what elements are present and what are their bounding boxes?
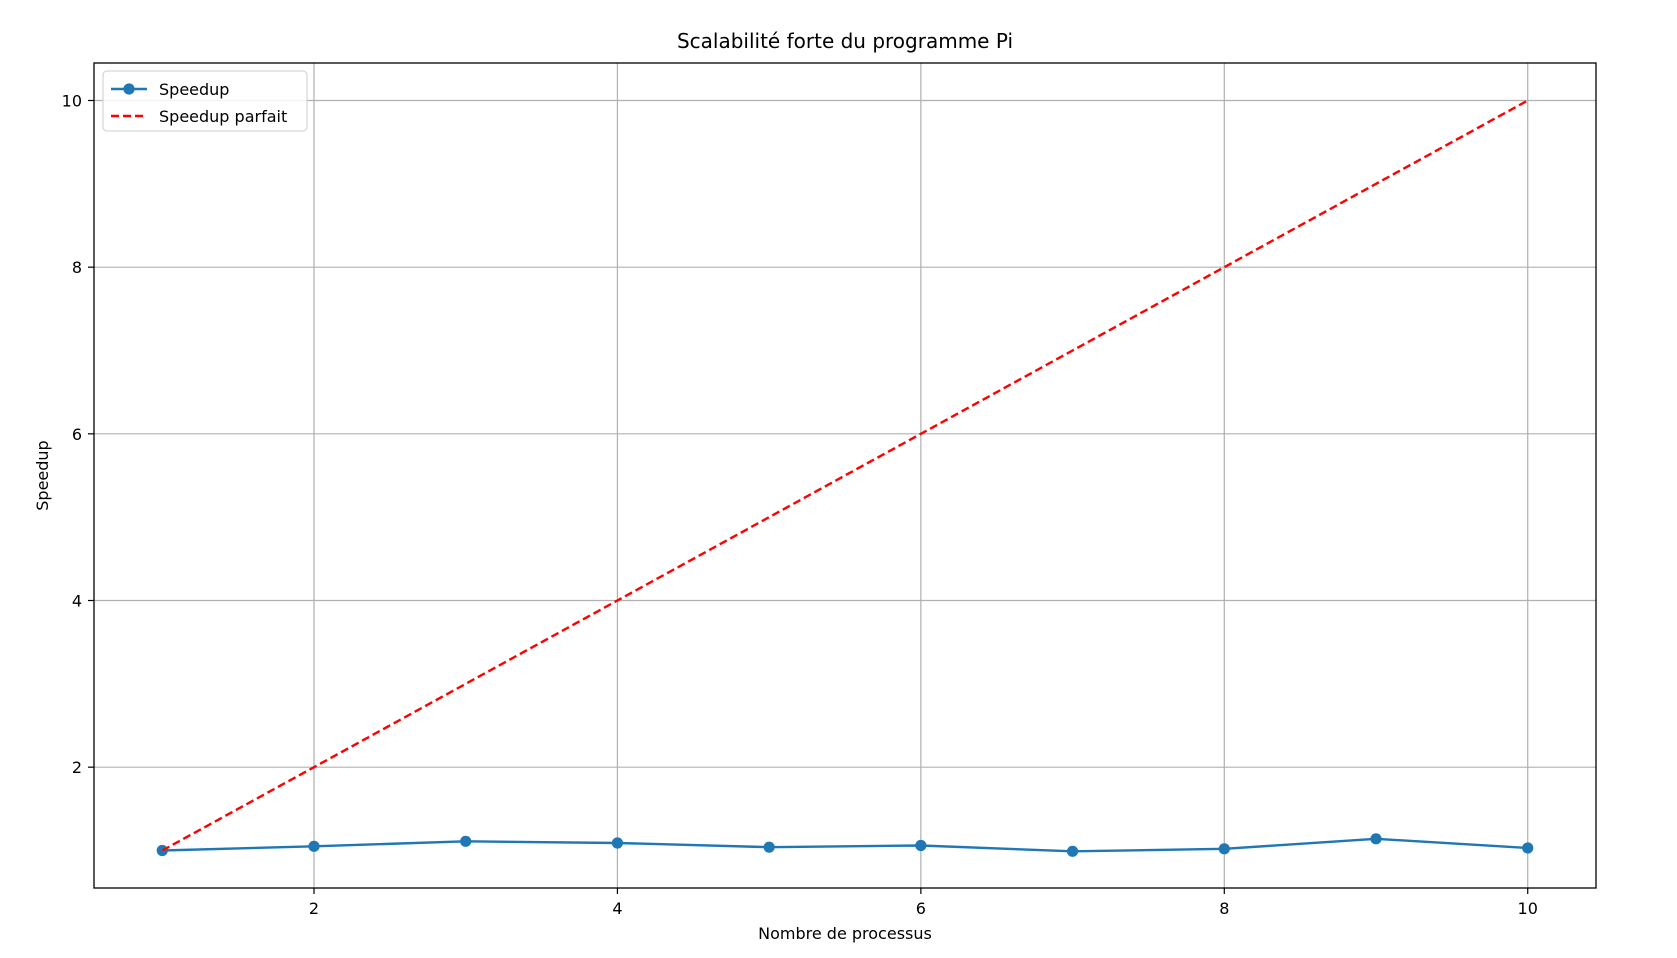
x-tick-label: 8 <box>1219 899 1229 918</box>
x-tick-label: 10 <box>1518 899 1538 918</box>
series-layer <box>156 99 1534 857</box>
x-axis-title: Nombre de processus <box>758 924 932 943</box>
chart-title: Scalabilité forte du programme Pi <box>677 29 1013 53</box>
data-point <box>1218 843 1230 855</box>
legend-label: Speedup parfait <box>159 107 287 126</box>
y-tick-label: 4 <box>72 592 82 611</box>
x-tick-label: 4 <box>612 899 622 918</box>
y-tick-label: 10 <box>62 92 82 111</box>
plot-frame <box>93 62 1597 889</box>
data-point <box>915 839 927 852</box>
series-line-0 <box>162 837 1528 853</box>
axis-ticks: 2 4 6 8 10 2 4 6 8 10 <box>62 92 1538 919</box>
data-point <box>1370 833 1382 845</box>
y-tick-label: 6 <box>72 425 82 444</box>
series-line-1 <box>161 99 1529 852</box>
x-tick-label: 2 <box>309 899 319 918</box>
data-point <box>308 840 320 852</box>
legend-swatch-marker <box>123 83 135 95</box>
legend-label: Speedup <box>159 80 229 99</box>
y-axis-title: Speedup <box>33 440 52 510</box>
y-tick-label: 8 <box>72 258 82 277</box>
legend: Speedup Speedup parfait <box>102 70 308 132</box>
data-point <box>763 841 775 853</box>
grid-lines <box>94 63 1596 888</box>
y-tick-label: 2 <box>72 758 82 777</box>
data-point <box>460 835 472 847</box>
x-tick-label: 6 <box>916 899 926 918</box>
legend-box <box>102 70 308 132</box>
data-point <box>1066 845 1079 857</box>
data-point <box>1522 842 1534 854</box>
data-point <box>611 837 624 849</box>
